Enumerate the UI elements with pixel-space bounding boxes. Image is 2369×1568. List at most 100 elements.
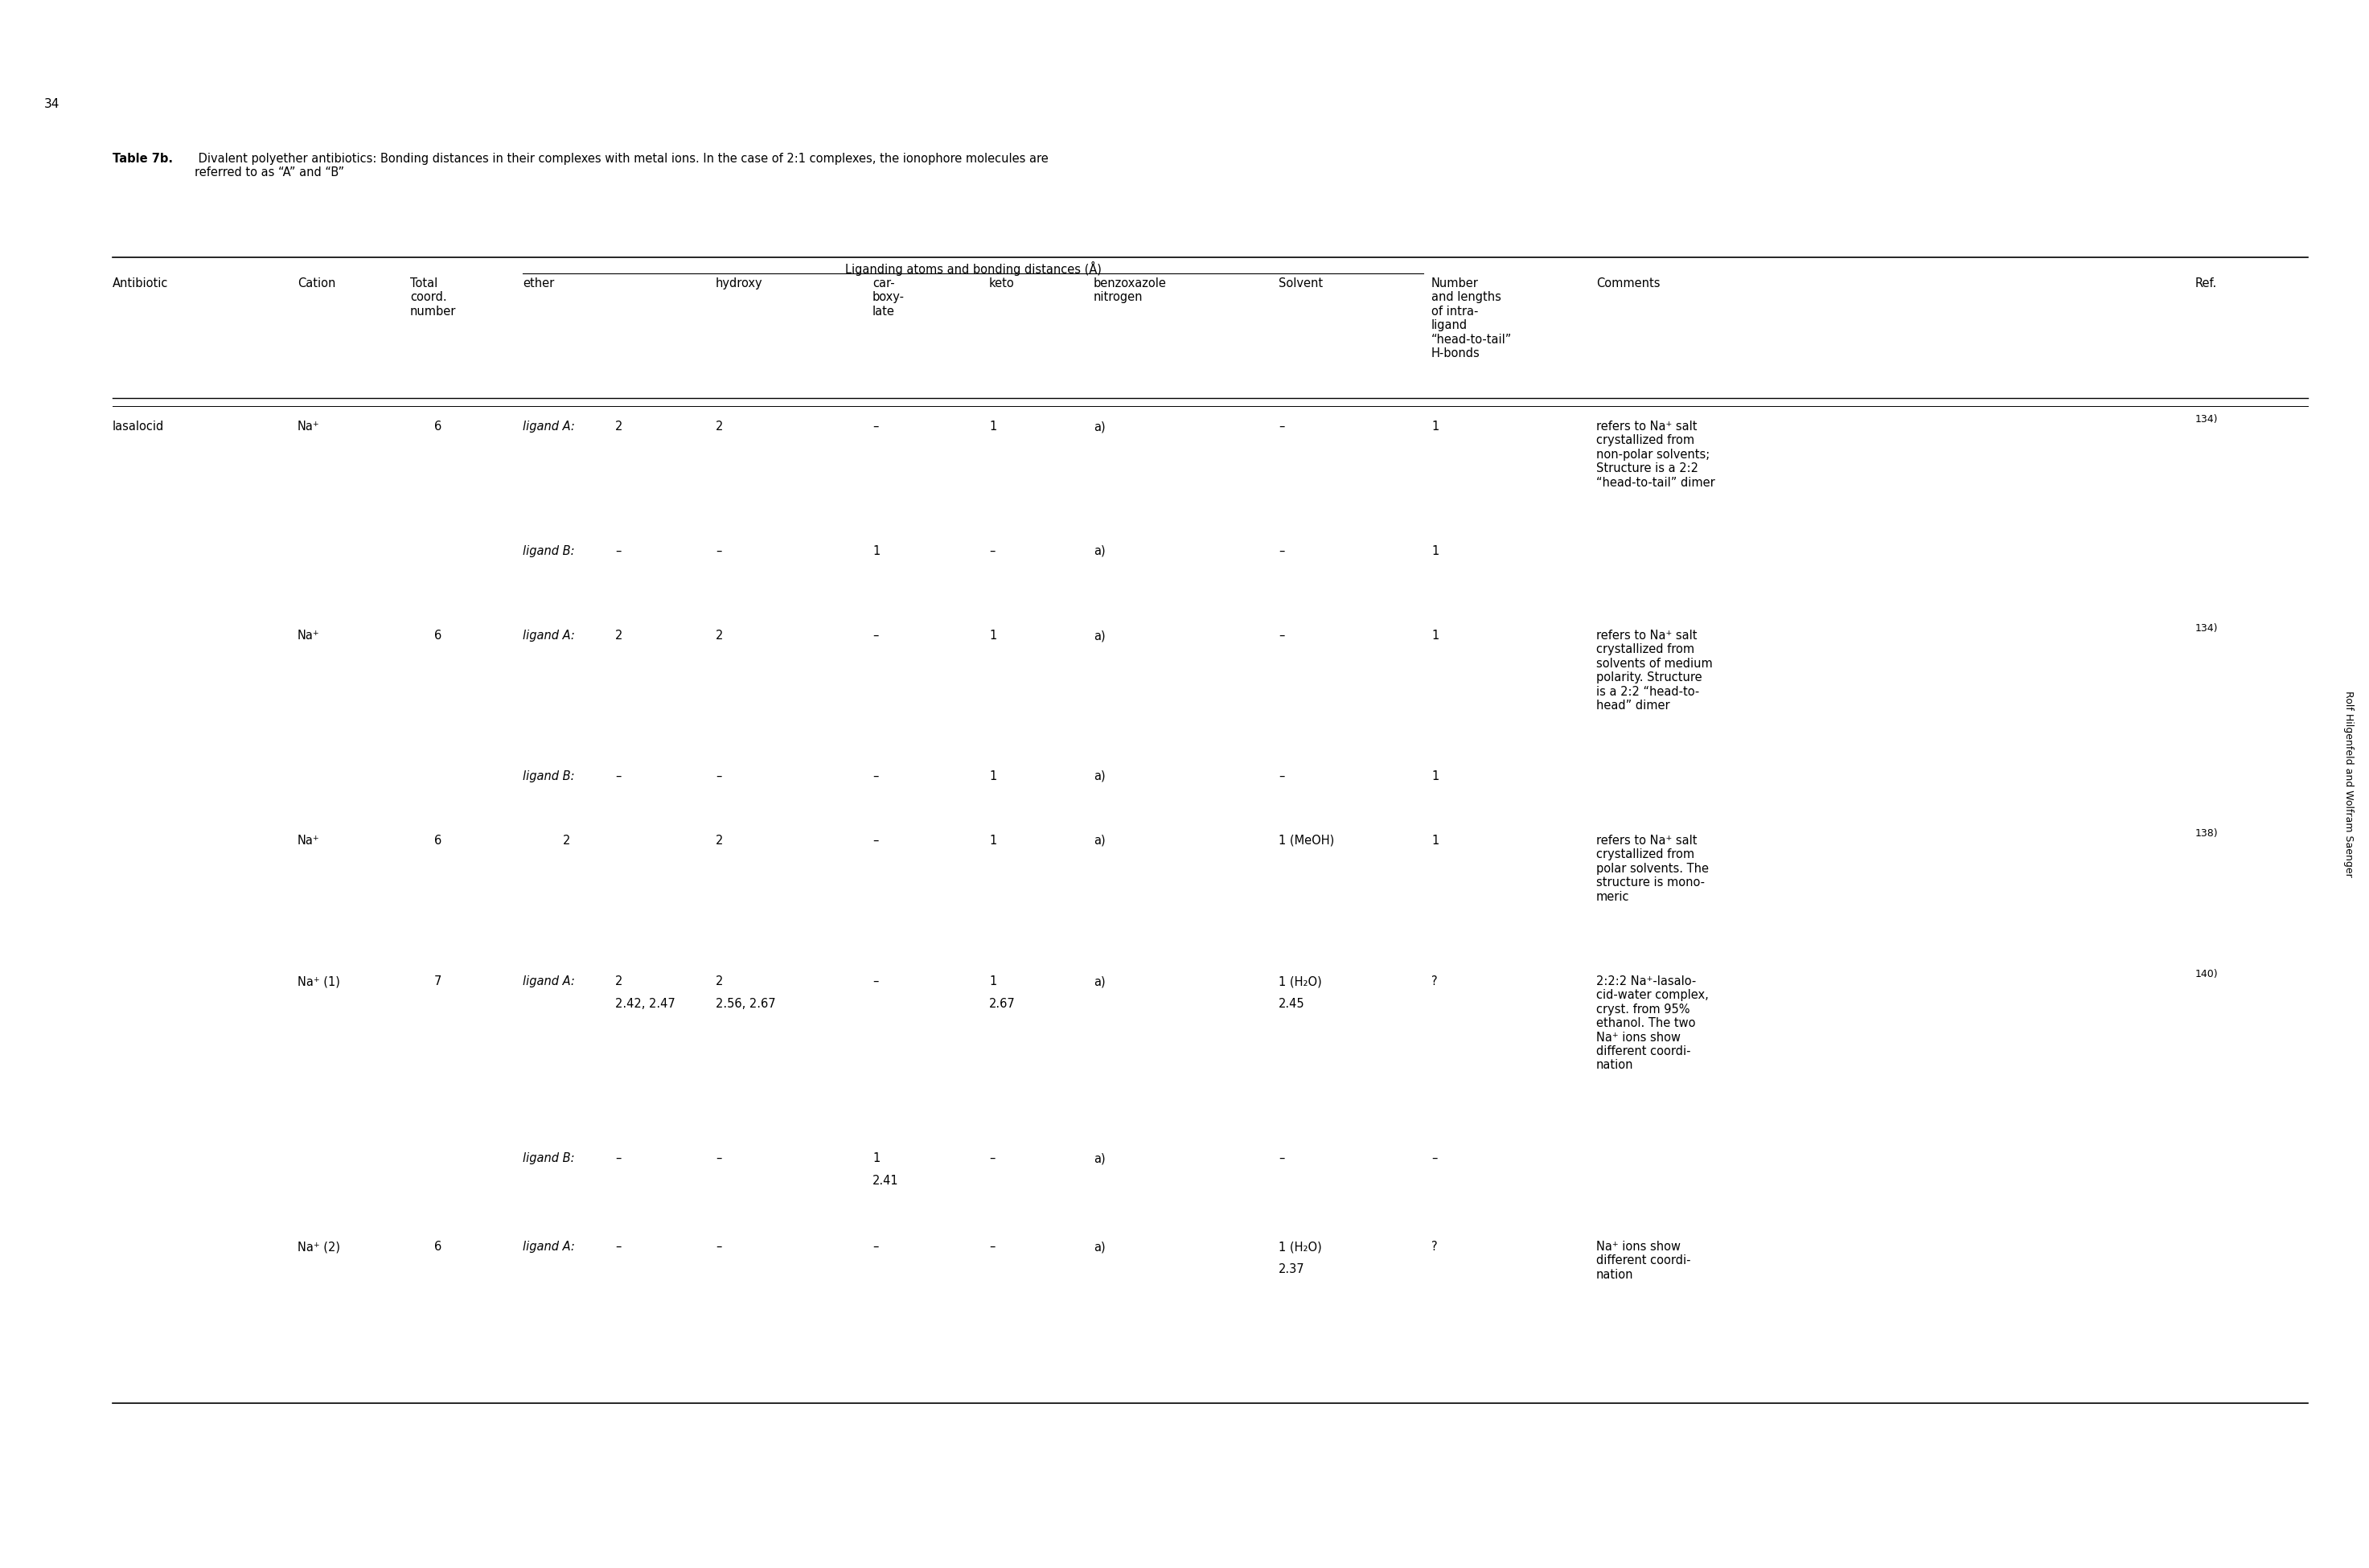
Text: Liganding atoms and bonding distances (Å): Liganding atoms and bonding distances (Å… — [846, 262, 1102, 276]
Text: Cation: Cation — [298, 278, 336, 290]
Text: 2.41: 2.41 — [872, 1174, 898, 1187]
Text: –: – — [990, 546, 995, 557]
Text: Total
coord.
number: Total coord. number — [410, 278, 457, 317]
Text: 2: 2 — [616, 420, 623, 433]
Text: Na⁺ (1): Na⁺ (1) — [298, 975, 341, 988]
Text: –: – — [1279, 1152, 1284, 1165]
Text: 2: 2 — [715, 834, 723, 847]
Text: –: – — [715, 1240, 723, 1253]
Text: Table 7b.: Table 7b. — [114, 152, 173, 165]
Text: 6: 6 — [434, 1240, 441, 1253]
Text: ligand A:: ligand A: — [524, 630, 576, 641]
Text: 140): 140) — [2196, 969, 2217, 980]
Text: a): a) — [1094, 975, 1106, 988]
Text: ?: ? — [1431, 1240, 1438, 1253]
Text: 34: 34 — [45, 99, 59, 111]
Text: 134): 134) — [2196, 622, 2217, 633]
Text: Antibiotic: Antibiotic — [114, 278, 168, 290]
Text: –: – — [872, 1240, 879, 1253]
Text: hydroxy: hydroxy — [715, 278, 763, 290]
Text: keto: keto — [990, 278, 1014, 290]
Text: –: – — [715, 546, 723, 557]
Text: 138): 138) — [2196, 828, 2217, 839]
Text: a): a) — [1094, 834, 1106, 847]
Text: ?: ? — [1431, 975, 1438, 988]
Text: –: – — [616, 546, 621, 557]
Text: 1: 1 — [872, 1152, 879, 1165]
Text: 2: 2 — [616, 975, 623, 988]
Text: 1: 1 — [990, 770, 997, 782]
Text: a): a) — [1094, 770, 1106, 782]
Text: a): a) — [1094, 420, 1106, 433]
Text: a): a) — [1094, 630, 1106, 641]
Text: Divalent polyether antibiotics: Bonding distances in their complexes with metal : Divalent polyether antibiotics: Bonding … — [194, 152, 1049, 179]
Text: 7: 7 — [434, 975, 441, 988]
Text: –: – — [715, 1152, 723, 1165]
Text: 2.67: 2.67 — [990, 997, 1016, 1010]
Text: Ref.: Ref. — [2196, 278, 2217, 290]
Text: 1: 1 — [990, 975, 997, 988]
Text: 2.56, 2.67: 2.56, 2.67 — [715, 997, 775, 1010]
Text: a): a) — [1094, 1240, 1106, 1253]
Text: –: – — [872, 770, 879, 782]
Text: Rolf Hilgenfeld and Wolfram Saenger: Rolf Hilgenfeld and Wolfram Saenger — [2343, 691, 2352, 877]
Text: –: – — [990, 1152, 995, 1165]
Text: –: – — [616, 1240, 621, 1253]
Text: 1: 1 — [1431, 546, 1438, 557]
Text: –: – — [1279, 420, 1284, 433]
Text: Na⁺ (2): Na⁺ (2) — [298, 1240, 341, 1253]
Text: ligand B:: ligand B: — [524, 770, 576, 782]
Text: 6: 6 — [434, 630, 441, 641]
Text: 2: 2 — [715, 975, 723, 988]
Text: 2: 2 — [715, 420, 723, 433]
Text: a): a) — [1094, 1152, 1106, 1165]
Text: 1: 1 — [1431, 420, 1438, 433]
Text: –: – — [715, 770, 723, 782]
Text: ligand B:: ligand B: — [524, 546, 576, 557]
Text: Na⁺: Na⁺ — [298, 630, 320, 641]
Text: 1: 1 — [1431, 770, 1438, 782]
Text: Solvent: Solvent — [1279, 278, 1322, 290]
Text: –: – — [1279, 770, 1284, 782]
Text: 1 (H₂O): 1 (H₂O) — [1279, 975, 1322, 988]
Text: 2: 2 — [715, 630, 723, 641]
Text: 2.42, 2.47: 2.42, 2.47 — [616, 997, 675, 1010]
Text: ligand A:: ligand A: — [524, 1240, 576, 1253]
Text: ligand A:: ligand A: — [524, 420, 576, 433]
Text: ligand A:: ligand A: — [524, 975, 576, 988]
Text: 2.45: 2.45 — [1279, 997, 1305, 1010]
Text: 1 (H₂O): 1 (H₂O) — [1279, 1240, 1322, 1253]
Text: Na⁺: Na⁺ — [298, 834, 320, 847]
Text: 1: 1 — [1431, 834, 1438, 847]
Text: 6: 6 — [434, 420, 441, 433]
Text: –: – — [872, 834, 879, 847]
Text: 1: 1 — [990, 630, 997, 641]
Text: –: – — [1279, 546, 1284, 557]
Text: a): a) — [1094, 546, 1106, 557]
Text: –: – — [872, 630, 879, 641]
Text: ligand B:: ligand B: — [524, 1152, 576, 1165]
Text: 6: 6 — [434, 834, 441, 847]
Text: 1: 1 — [1431, 630, 1438, 641]
Text: –: – — [1279, 630, 1284, 641]
Text: refers to Na⁺ salt
crystallized from
non-polar solvents;
Structure is a 2:2
“hea: refers to Na⁺ salt crystallized from non… — [1597, 420, 1715, 489]
Text: 134): 134) — [2196, 414, 2217, 425]
Text: 2: 2 — [564, 834, 571, 847]
Text: Number
and lengths
of intra-
ligand
“head-to-tail”
H-bonds: Number and lengths of intra- ligand “hea… — [1431, 278, 1511, 359]
Text: ether: ether — [524, 278, 554, 290]
Text: 1: 1 — [990, 420, 997, 433]
Text: –: – — [616, 1152, 621, 1165]
Text: –: – — [1431, 1152, 1438, 1165]
Text: 1: 1 — [872, 546, 879, 557]
Text: –: – — [872, 420, 879, 433]
Text: 2.37: 2.37 — [1279, 1264, 1305, 1275]
Text: refers to Na⁺ salt
crystallized from
solvents of medium
polarity. Structure
is a: refers to Na⁺ salt crystallized from sol… — [1597, 630, 1713, 712]
Text: –: – — [872, 975, 879, 988]
Text: 1: 1 — [990, 834, 997, 847]
Text: benzoxazole
nitrogen: benzoxazole nitrogen — [1094, 278, 1166, 304]
Text: lasalocid: lasalocid — [114, 420, 163, 433]
Text: 1 (MeOH): 1 (MeOH) — [1279, 834, 1334, 847]
Text: refers to Na⁺ salt
crystallized from
polar solvents. The
structure is mono-
meri: refers to Na⁺ salt crystallized from pol… — [1597, 834, 1708, 903]
Text: 2:2:2 Na⁺-lasalo-
cid-water complex,
cryst. from 95%
ethanol. The two
Na⁺ ions s: 2:2:2 Na⁺-lasalo- cid-water complex, cry… — [1597, 975, 1708, 1071]
Text: car-
boxy-
late: car- boxy- late — [872, 278, 905, 317]
